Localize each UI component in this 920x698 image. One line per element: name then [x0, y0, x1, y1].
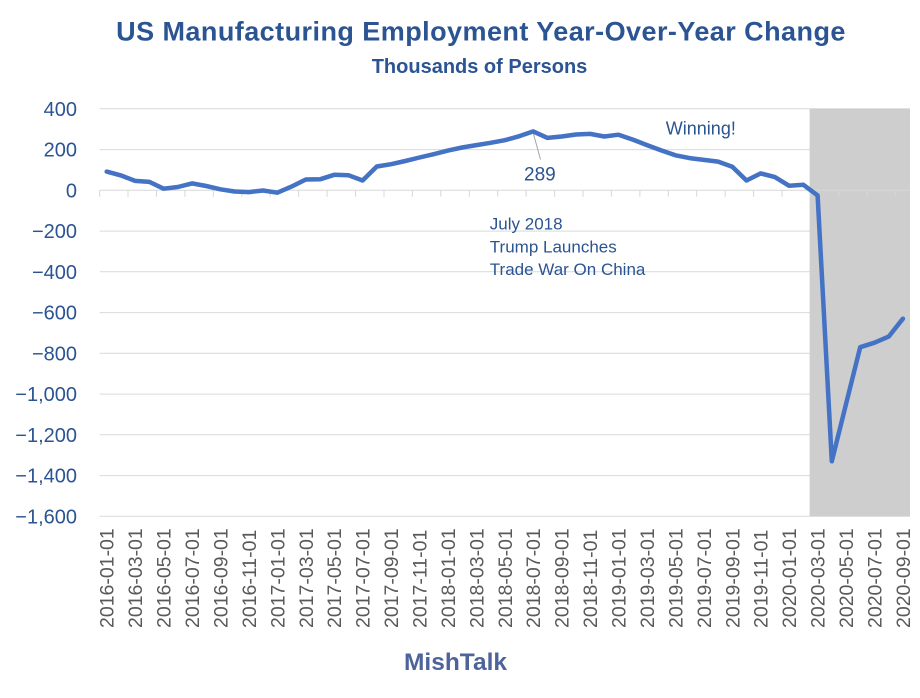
svg-text:2017-03-01: 2017-03-01 — [296, 528, 318, 628]
svg-text:−800: −800 — [32, 343, 77, 365]
svg-text:2018-09-01: 2018-09-01 — [552, 528, 574, 628]
svg-text:−1,200: −1,200 — [15, 425, 77, 447]
svg-text:Trade War On China: Trade War On China — [490, 260, 646, 279]
svg-text:2017-09-01: 2017-09-01 — [381, 528, 403, 628]
svg-text:2016-03-01: 2016-03-01 — [125, 528, 147, 628]
svg-text:−400: −400 — [32, 262, 77, 284]
svg-text:US Manufacturing Employment Ye: US Manufacturing Employment Year-Over-Ye… — [116, 16, 846, 46]
svg-text:2019-11-01: 2019-11-01 — [751, 530, 773, 628]
svg-text:289: 289 — [524, 165, 556, 186]
svg-text:2018-11-01: 2018-11-01 — [580, 530, 602, 628]
svg-text:2016-11-01: 2016-11-01 — [239, 530, 261, 628]
svg-text:2020-01-01: 2020-01-01 — [779, 528, 801, 628]
svg-text:−600: −600 — [32, 303, 77, 325]
svg-text:2016-01-01: 2016-01-01 — [97, 528, 119, 628]
svg-text:MishTalk: MishTalk — [404, 649, 507, 676]
svg-text:Winning!: Winning! — [666, 119, 736, 139]
svg-text:Thousands of Persons: Thousands of Persons — [372, 56, 588, 78]
svg-text:2019-05-01: 2019-05-01 — [665, 528, 687, 628]
svg-text:July 2018: July 2018 — [490, 215, 563, 234]
svg-text:2017-07-01: 2017-07-01 — [353, 528, 375, 628]
svg-text:2016-05-01: 2016-05-01 — [154, 528, 176, 628]
svg-text:−1,000: −1,000 — [15, 384, 77, 406]
svg-text:400: 400 — [44, 99, 77, 121]
svg-text:0: 0 — [66, 180, 77, 202]
svg-text:2017-11-01: 2017-11-01 — [410, 530, 432, 628]
svg-text:2019-03-01: 2019-03-01 — [637, 528, 659, 628]
svg-text:2018-05-01: 2018-05-01 — [495, 528, 517, 628]
svg-text:2019-01-01: 2019-01-01 — [609, 528, 631, 628]
svg-text:2017-05-01: 2017-05-01 — [324, 528, 346, 628]
svg-text:2020-07-01: 2020-07-01 — [865, 528, 887, 628]
svg-text:−200: −200 — [32, 221, 77, 243]
svg-text:−1,400: −1,400 — [15, 466, 77, 488]
svg-text:2016-07-01: 2016-07-01 — [182, 528, 204, 628]
svg-text:2018-07-01: 2018-07-01 — [523, 528, 545, 628]
svg-text:2017-01-01: 2017-01-01 — [267, 528, 289, 628]
svg-text:2018-01-01: 2018-01-01 — [438, 528, 460, 628]
svg-text:2016-09-01: 2016-09-01 — [210, 528, 232, 628]
svg-text:−1,600: −1,600 — [15, 506, 77, 528]
svg-text:2020-09-01: 2020-09-01 — [893, 528, 915, 628]
svg-text:Trump Launches: Trump Launches — [490, 237, 617, 256]
svg-text:200: 200 — [44, 140, 77, 162]
svg-text:2018-03-01: 2018-03-01 — [466, 528, 488, 628]
svg-text:2020-03-01: 2020-03-01 — [808, 528, 830, 628]
svg-text:2020-05-01: 2020-05-01 — [836, 528, 858, 628]
svg-text:2019-07-01: 2019-07-01 — [694, 528, 716, 628]
svg-text:2019-09-01: 2019-09-01 — [722, 528, 744, 628]
